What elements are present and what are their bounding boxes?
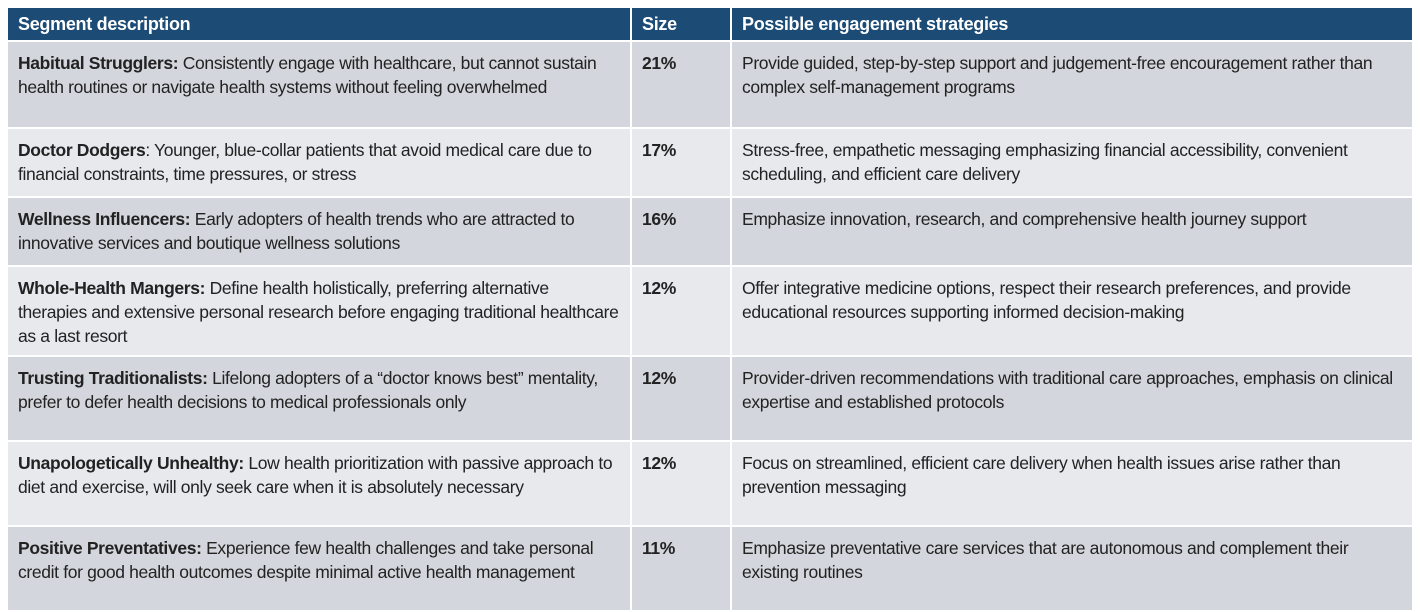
- segment-name: Unapologetically Unhealthy:: [18, 453, 244, 473]
- segment-size: 12%: [631, 265, 732, 356]
- table-row: Positive Preventatives: Experience few h…: [8, 525, 1412, 610]
- segment-strategy: Emphasize innovation, research, and comp…: [731, 196, 1412, 266]
- table-row: Habitual Strugglers: Consistently engage…: [8, 40, 1412, 128]
- segment-text: Experience few health challenges and tak…: [18, 538, 594, 582]
- segment-name: Habitual Strugglers:: [18, 53, 179, 73]
- segment-size: 16%: [631, 196, 732, 266]
- segment-size: 12%: [631, 440, 732, 526]
- segment-description: Habitual Strugglers: Consistently engage…: [8, 40, 632, 128]
- header-strategies: Possible engagement strategies: [731, 8, 1412, 41]
- segment-description: Doctor Dodgers: Younger, blue-collar pat…: [8, 127, 632, 197]
- segment-description: Wellness Influencers: Early adopters of …: [8, 196, 632, 266]
- segment-description: Unapologetically Unhealthy: Low health p…: [8, 440, 632, 526]
- segment-text: Early adopters of health trends who are …: [18, 209, 575, 253]
- segment-strategy: Emphasize preventative care services tha…: [731, 525, 1412, 610]
- table-row: Doctor Dodgers: Younger, blue-collar pat…: [8, 127, 1412, 197]
- segment-size: 21%: [631, 40, 732, 128]
- segment-description: Whole-Health Mangers: Define health holi…: [8, 265, 632, 356]
- segment-text: Lifelong adopters of a “doctor knows bes…: [18, 368, 598, 412]
- segment-text: Define health holistically, preferring a…: [18, 278, 619, 346]
- table-row: Unapologetically Unhealthy: Low health p…: [8, 440, 1412, 526]
- segment-strategy: Provide guided, step-by-step support and…: [731, 40, 1412, 128]
- table-header-row: Segment description Size Possible engage…: [8, 8, 1412, 41]
- segment-strategy: Offer integrative medicine options, resp…: [731, 265, 1412, 356]
- segment-table: Segment description Size Possible engage…: [8, 8, 1412, 610]
- table-row: Wellness Influencers: Early adopters of …: [8, 196, 1412, 266]
- segment-strategy: Provider-driven recommendations with tra…: [731, 355, 1412, 441]
- segment-name: Whole-Health Mangers:: [18, 278, 206, 298]
- segment-text: Consistently engage with healthcare, but…: [18, 53, 597, 97]
- segment-name: Positive Preventatives:: [18, 538, 202, 558]
- segment-description: Positive Preventatives: Experience few h…: [8, 525, 632, 610]
- segment-name: Doctor Dodgers: [18, 140, 146, 160]
- segment-size: 11%: [631, 525, 732, 610]
- table-row: Trusting Traditionalists: Lifelong adopt…: [8, 355, 1412, 441]
- segment-size: 12%: [631, 355, 732, 441]
- segment-text: : Younger, blue-collar patients that avo…: [18, 140, 592, 184]
- segment-name: Trusting Traditionalists:: [18, 368, 208, 388]
- table-row: Whole-Health Mangers: Define health holi…: [8, 265, 1412, 356]
- segment-text: Low health prioritization with passive a…: [18, 453, 613, 497]
- segment-name: Wellness Influencers:: [18, 209, 191, 229]
- segment-description: Trusting Traditionalists: Lifelong adopt…: [8, 355, 632, 441]
- header-size: Size: [631, 8, 732, 41]
- segment-strategy: Focus on streamlined, efficient care del…: [731, 440, 1412, 526]
- header-segment-description: Segment description: [8, 8, 632, 41]
- segment-strategy: Stress-free, empathetic messaging emphas…: [731, 127, 1412, 197]
- segment-size: 17%: [631, 127, 732, 197]
